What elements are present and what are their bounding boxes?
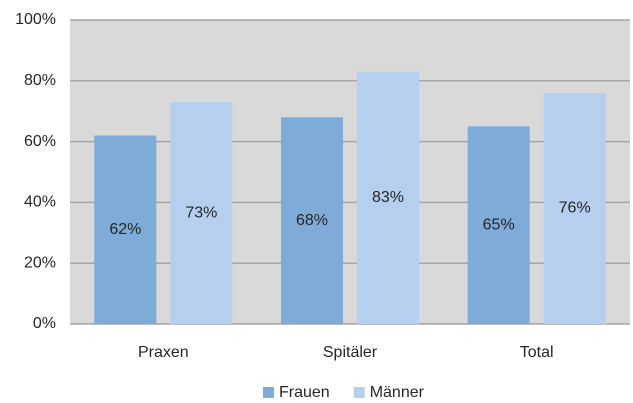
data-label: 73% — [185, 204, 217, 221]
data-label: 76% — [559, 200, 591, 217]
x-tick-label: Total — [520, 344, 554, 361]
data-label: 83% — [372, 189, 404, 206]
y-tick-label: 80% — [24, 72, 56, 89]
bar — [281, 117, 343, 324]
x-tick-label: Praxen — [138, 344, 189, 361]
y-tick-label: 60% — [24, 133, 56, 150]
bar — [357, 71, 419, 325]
y-tick-label: 0% — [33, 315, 56, 332]
data-label: 68% — [296, 212, 328, 229]
bar — [94, 135, 157, 324]
legend-swatch — [353, 387, 365, 398]
legend-swatch — [263, 387, 274, 398]
x-tick-label: Spitäler — [323, 344, 378, 361]
plot-area — [70, 20, 630, 324]
legend-label: Frauen — [279, 384, 330, 401]
y-tick-label: 20% — [24, 254, 56, 271]
legend-label: Männer — [370, 384, 425, 401]
bar — [543, 92, 606, 325]
y-tick-label: 40% — [24, 194, 56, 211]
bar — [467, 126, 530, 325]
data-label: 62% — [109, 221, 141, 238]
y-tick-label: 100% — [15, 11, 56, 28]
data-label: 65% — [483, 216, 515, 233]
bar — [170, 102, 233, 324]
